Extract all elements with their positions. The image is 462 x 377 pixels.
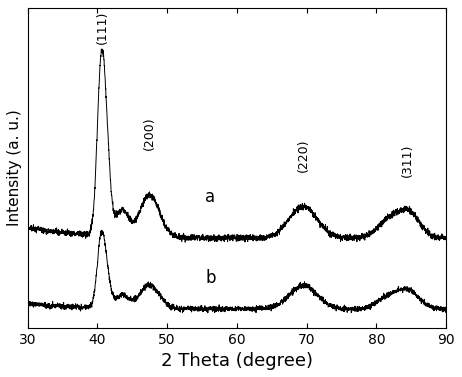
Text: a: a xyxy=(206,188,216,206)
X-axis label: 2 Theta (degree): 2 Theta (degree) xyxy=(161,352,313,370)
Text: (220): (220) xyxy=(297,138,310,172)
Y-axis label: Intensity (a. u.): Intensity (a. u.) xyxy=(7,109,22,226)
Text: (111): (111) xyxy=(97,10,109,44)
Text: (311): (311) xyxy=(401,144,414,178)
Text: b: b xyxy=(206,268,216,287)
Text: (200): (200) xyxy=(143,116,156,150)
